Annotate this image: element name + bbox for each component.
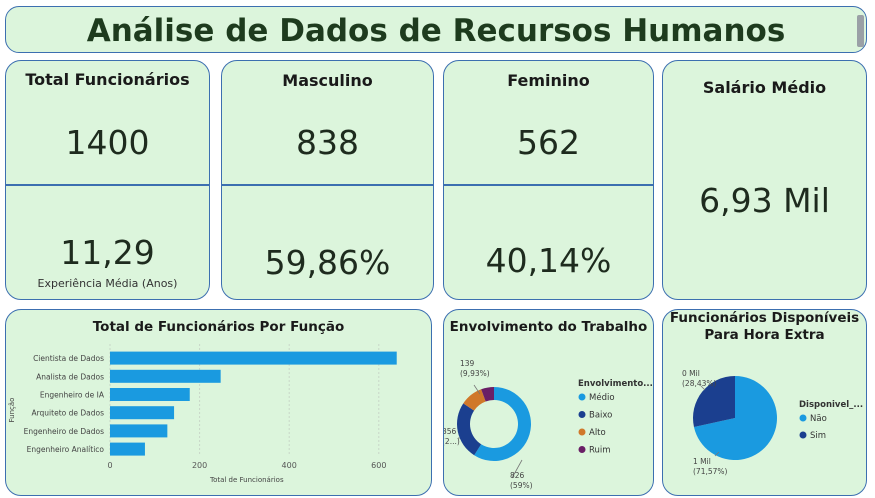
x-tick-label: 400 xyxy=(282,461,297,470)
kpi-male-card: Masculino 838 59,86% xyxy=(221,60,434,300)
data-label-value: 826 xyxy=(510,471,525,480)
bar xyxy=(110,406,175,420)
bar xyxy=(110,424,168,438)
data-label-percent: (59%) xyxy=(510,481,533,490)
kpi-male-label: Masculino xyxy=(282,71,373,90)
legend-item: Ruim xyxy=(589,446,611,456)
y-category-label: Analista de Dados xyxy=(36,372,104,381)
kpi-female-card: Feminino 562 40,14% xyxy=(443,60,654,300)
x-tick-label: 200 xyxy=(192,461,207,470)
kpi-divider xyxy=(222,184,433,186)
legend-marker xyxy=(799,431,807,439)
data-label-value: 356 xyxy=(444,427,457,436)
legend-item: Não xyxy=(810,414,827,424)
overtime-chart-title-line2: Para Hora Extra xyxy=(704,327,825,343)
legend-marker xyxy=(578,446,586,453)
donut-slice xyxy=(474,387,531,461)
data-label-percent: (9,93%) xyxy=(460,369,490,378)
pie-slice xyxy=(693,376,777,460)
kpi-female-pct: 40,14% xyxy=(485,241,612,280)
bar xyxy=(110,442,145,456)
pie-slice xyxy=(693,376,735,427)
legend-item: Médio xyxy=(589,392,615,403)
overtime-chart-title-line1: Funcionários Disponíveis xyxy=(669,310,860,326)
engagement-chart-title: Envolvimento do Trabalho xyxy=(449,319,648,335)
legend-marker xyxy=(799,414,807,422)
y-category-label: Engenheiro Analítico xyxy=(27,445,105,454)
bar xyxy=(110,351,397,365)
kpi-salary-label: Salário Médio xyxy=(702,78,827,97)
data-label-value: 139 xyxy=(460,359,475,368)
kpi-experience-value: 11,29 xyxy=(60,233,155,272)
donut-slice xyxy=(457,403,482,456)
engagement-donut-chart: 826(59%) 356(2...) 139(9,93%) Envolvimento.… xyxy=(444,359,653,490)
kpi-female-value: 562 xyxy=(517,123,580,162)
legend-item: Baixo xyxy=(589,411,612,421)
legend-marker xyxy=(578,411,586,418)
y-axis-title: Função xyxy=(8,398,16,423)
kpi-salary-card: Salário Médio 6,93 Mil xyxy=(662,60,867,300)
x-tick-label: 600 xyxy=(371,461,386,470)
donut-slice xyxy=(481,387,494,402)
legend-item: Alto xyxy=(589,428,606,438)
kpi-total-label: Total Funcionários xyxy=(25,70,190,89)
scrollbar-thumb[interactable] xyxy=(857,15,864,47)
data-label-percent: (28,43%) xyxy=(682,379,717,388)
data-label-percent: (2...) xyxy=(444,437,460,446)
bar xyxy=(110,369,221,383)
kpi-total-card: Total Funcionários 1400 11,29 Experiênci… xyxy=(5,60,210,300)
legend-marker xyxy=(578,428,586,436)
page-title: Análise de Dados de Recursos Humanos xyxy=(86,13,786,49)
legend-marker xyxy=(578,393,586,401)
legend-item: Sim xyxy=(810,431,826,441)
kpi-experience-label: Experiência Média (Anos) xyxy=(37,277,178,290)
y-category-label: Arquiteto de Dados xyxy=(31,409,104,418)
engagement-chart-card: Envolvimento do Trabalho 826(59%) 356(2..… xyxy=(443,309,654,496)
data-label-value: 1 Mil xyxy=(693,457,711,466)
kpi-male-value: 838 xyxy=(296,123,359,162)
overtime-chart-card: Funcionários Disponíveis Para Hora Extra… xyxy=(662,309,867,496)
y-category-label: Cientista de Dados xyxy=(33,354,104,363)
overtime-pie-chart: 1 Mil(71,57%) 0 Mil(28,43%) Disponivel_...… xyxy=(682,369,863,476)
y-category-label: Engenheiro de IA xyxy=(40,391,105,400)
data-label-leader xyxy=(511,459,523,479)
x-tick-label: 0 xyxy=(107,461,112,470)
legend-title: Envolvimento... xyxy=(578,379,653,389)
y-category-label: Engenheiro de Dados xyxy=(24,427,104,436)
data-label-value: 0 Mil xyxy=(682,369,700,378)
data-label-leader xyxy=(700,385,706,391)
data-label-leader xyxy=(714,451,720,457)
x-axis-title: Total de Funcionários xyxy=(209,476,284,484)
legend-title: Disponivel_... xyxy=(799,400,863,410)
kpi-male-pct: 59,86% xyxy=(264,243,391,282)
kpi-divider xyxy=(6,184,209,186)
title-bar: Análise de Dados de Recursos Humanos xyxy=(5,6,867,53)
kpi-female-label: Feminino xyxy=(507,71,590,90)
role-chart-title: Total de Funcionários Por Função xyxy=(92,319,345,335)
bar xyxy=(110,388,190,401)
kpi-divider xyxy=(444,184,653,186)
data-label-leader xyxy=(473,384,481,395)
donut-slice xyxy=(463,389,486,411)
role-bar-chart: 0 200 400 600 Cientista de Dados Analista de … xyxy=(8,344,397,484)
kpi-total-value: 1400 xyxy=(65,123,150,162)
role-chart-card: Total de Funcionários Por Função 0 200 400… xyxy=(5,309,432,496)
data-label-percent: (71,57%) xyxy=(693,467,728,476)
kpi-salary-value: 6,93 Mil xyxy=(699,181,830,220)
